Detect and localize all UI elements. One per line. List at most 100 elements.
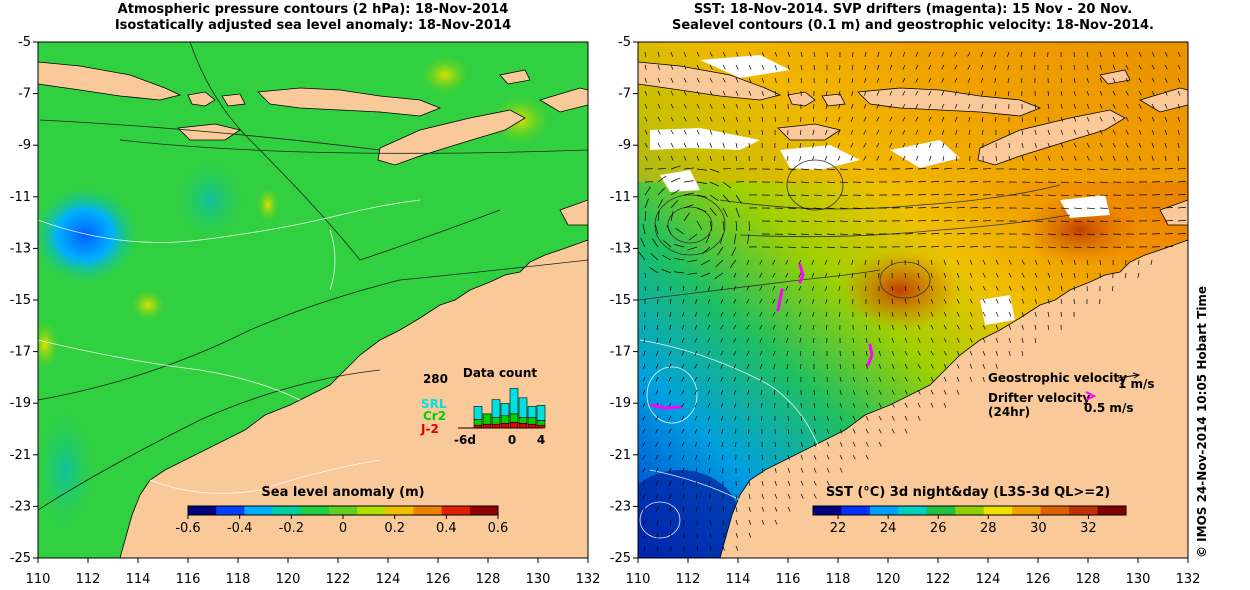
velocity-arrow xyxy=(654,224,659,235)
velocity-arrow xyxy=(1021,142,1024,148)
velocity-arrow xyxy=(982,324,986,330)
velocity-arrow xyxy=(663,240,672,248)
velocity-arrow xyxy=(904,298,907,304)
colorbar-tick-label: 0.2 xyxy=(384,521,405,536)
velocity-arrow xyxy=(982,272,986,278)
velocity-arrow xyxy=(930,402,934,408)
velocity-arrow xyxy=(943,298,947,304)
velocity-arrow xyxy=(995,155,997,162)
velocity-arrow xyxy=(943,376,947,382)
velocity-arrow xyxy=(904,324,908,330)
velocity-arrow xyxy=(1099,207,1109,209)
velocity-arrow xyxy=(722,103,726,109)
velocity-arrow xyxy=(1047,207,1056,210)
velocity-arrow xyxy=(709,103,713,109)
velocity-arrow xyxy=(733,350,737,356)
velocity-arrow xyxy=(670,177,681,183)
velocity-arrow xyxy=(800,51,803,57)
velocity-arrow xyxy=(720,402,724,408)
velocity-arrow xyxy=(746,376,750,382)
velocity-arrow xyxy=(722,64,726,70)
velocity-arrow xyxy=(863,155,867,161)
velocity-arrow xyxy=(915,116,919,122)
velocity-arrow xyxy=(838,77,841,83)
velocity-arrow xyxy=(1073,194,1082,197)
velocity-arrow xyxy=(878,350,881,356)
velocity-arrow xyxy=(696,493,698,500)
velocity-arrow xyxy=(1073,155,1077,161)
velocity-arrow xyxy=(670,51,673,57)
velocity-arrow xyxy=(1112,155,1116,161)
velocity-arrow xyxy=(694,402,698,408)
velocity-arrow xyxy=(644,211,647,222)
velocity-arrow xyxy=(1125,90,1129,96)
velocity-arrow xyxy=(878,363,882,369)
x-tick-label: 120 xyxy=(876,572,901,587)
velocity-arrow xyxy=(668,441,672,447)
velocity-arrow xyxy=(877,51,880,57)
velocity-arrow xyxy=(787,194,797,196)
velocity-arrow xyxy=(709,194,719,201)
velocity-arrow xyxy=(969,285,973,291)
imos-credit: © IMOS 24-Nov-2014 10:05 Hobart Time xyxy=(1190,30,1212,560)
velocity-arrow xyxy=(1086,220,1095,223)
velocity-arrow xyxy=(669,493,672,499)
velocity-arrow xyxy=(812,337,815,343)
velocity-arrow xyxy=(1112,103,1116,109)
velocity-arrow xyxy=(656,324,659,330)
velocity-arrow xyxy=(1060,155,1064,161)
velocity-arrow xyxy=(1073,51,1075,58)
velocity-arrow xyxy=(709,519,711,526)
velocity-arrow xyxy=(982,311,986,317)
velocity-arrow xyxy=(759,298,763,304)
velocity-arrow xyxy=(707,415,711,421)
velocity-arrow xyxy=(1086,259,1089,265)
velocity-arrow xyxy=(930,337,934,343)
velocity-arrow xyxy=(1086,246,1095,249)
velocity-arrow xyxy=(994,77,997,83)
velocity-arrow xyxy=(917,180,927,183)
velocity-arrow xyxy=(683,167,694,170)
velocity-arrow xyxy=(1047,324,1050,331)
velocity-arrow xyxy=(1073,77,1076,83)
velocity-arrow xyxy=(813,467,817,473)
data-count-bars xyxy=(473,388,546,429)
count-x-label-end: 4 xyxy=(537,433,545,447)
velocity-arrow xyxy=(1060,90,1063,96)
velocity-arrow xyxy=(1138,155,1142,161)
sst-warm-core xyxy=(840,250,960,330)
velocity-arrow xyxy=(943,180,952,183)
data-count-bar-srl xyxy=(509,388,519,415)
velocity-arrow xyxy=(1021,285,1025,291)
velocity-arrow xyxy=(878,324,881,330)
drifter-scale-label: 0.5 m/s xyxy=(1084,401,1133,415)
velocity-arrow xyxy=(1150,259,1153,265)
sea-level-contours-white xyxy=(639,339,821,539)
colorbar-swatch xyxy=(188,506,217,515)
velocity-arrow xyxy=(930,350,934,356)
velocity-arrow xyxy=(707,428,711,434)
data-count-bar-srl xyxy=(473,406,483,420)
velocity-arrow xyxy=(655,389,659,395)
velocity-arrow xyxy=(876,142,880,148)
java-island xyxy=(38,61,182,101)
velocity-arrow xyxy=(839,233,849,236)
velocity-arrow xyxy=(657,211,660,222)
velocity-arrow xyxy=(943,259,946,265)
velocity-arrow xyxy=(670,129,674,135)
velocity-arrow xyxy=(733,337,737,343)
colorbar-tick-label: 24 xyxy=(880,521,897,536)
velocity-arrow xyxy=(1164,194,1174,196)
sst-colorbar: 22 24 26 28 30 32 xyxy=(812,505,1127,536)
anomaly-low-spot xyxy=(38,185,140,285)
data-count-bar-cr2 xyxy=(491,417,501,425)
velocity-arrow xyxy=(878,415,882,421)
series-label-srl: SRL xyxy=(421,397,447,411)
velocity-arrow xyxy=(1137,259,1140,265)
velocity-arrow xyxy=(720,363,724,369)
geostrophic-scale-label: 1 m/s xyxy=(1118,377,1155,391)
velocity-arrow xyxy=(695,285,698,291)
velocity-arrow xyxy=(850,129,854,135)
velocity-arrow xyxy=(799,324,802,330)
velocity-arrow xyxy=(681,363,685,369)
